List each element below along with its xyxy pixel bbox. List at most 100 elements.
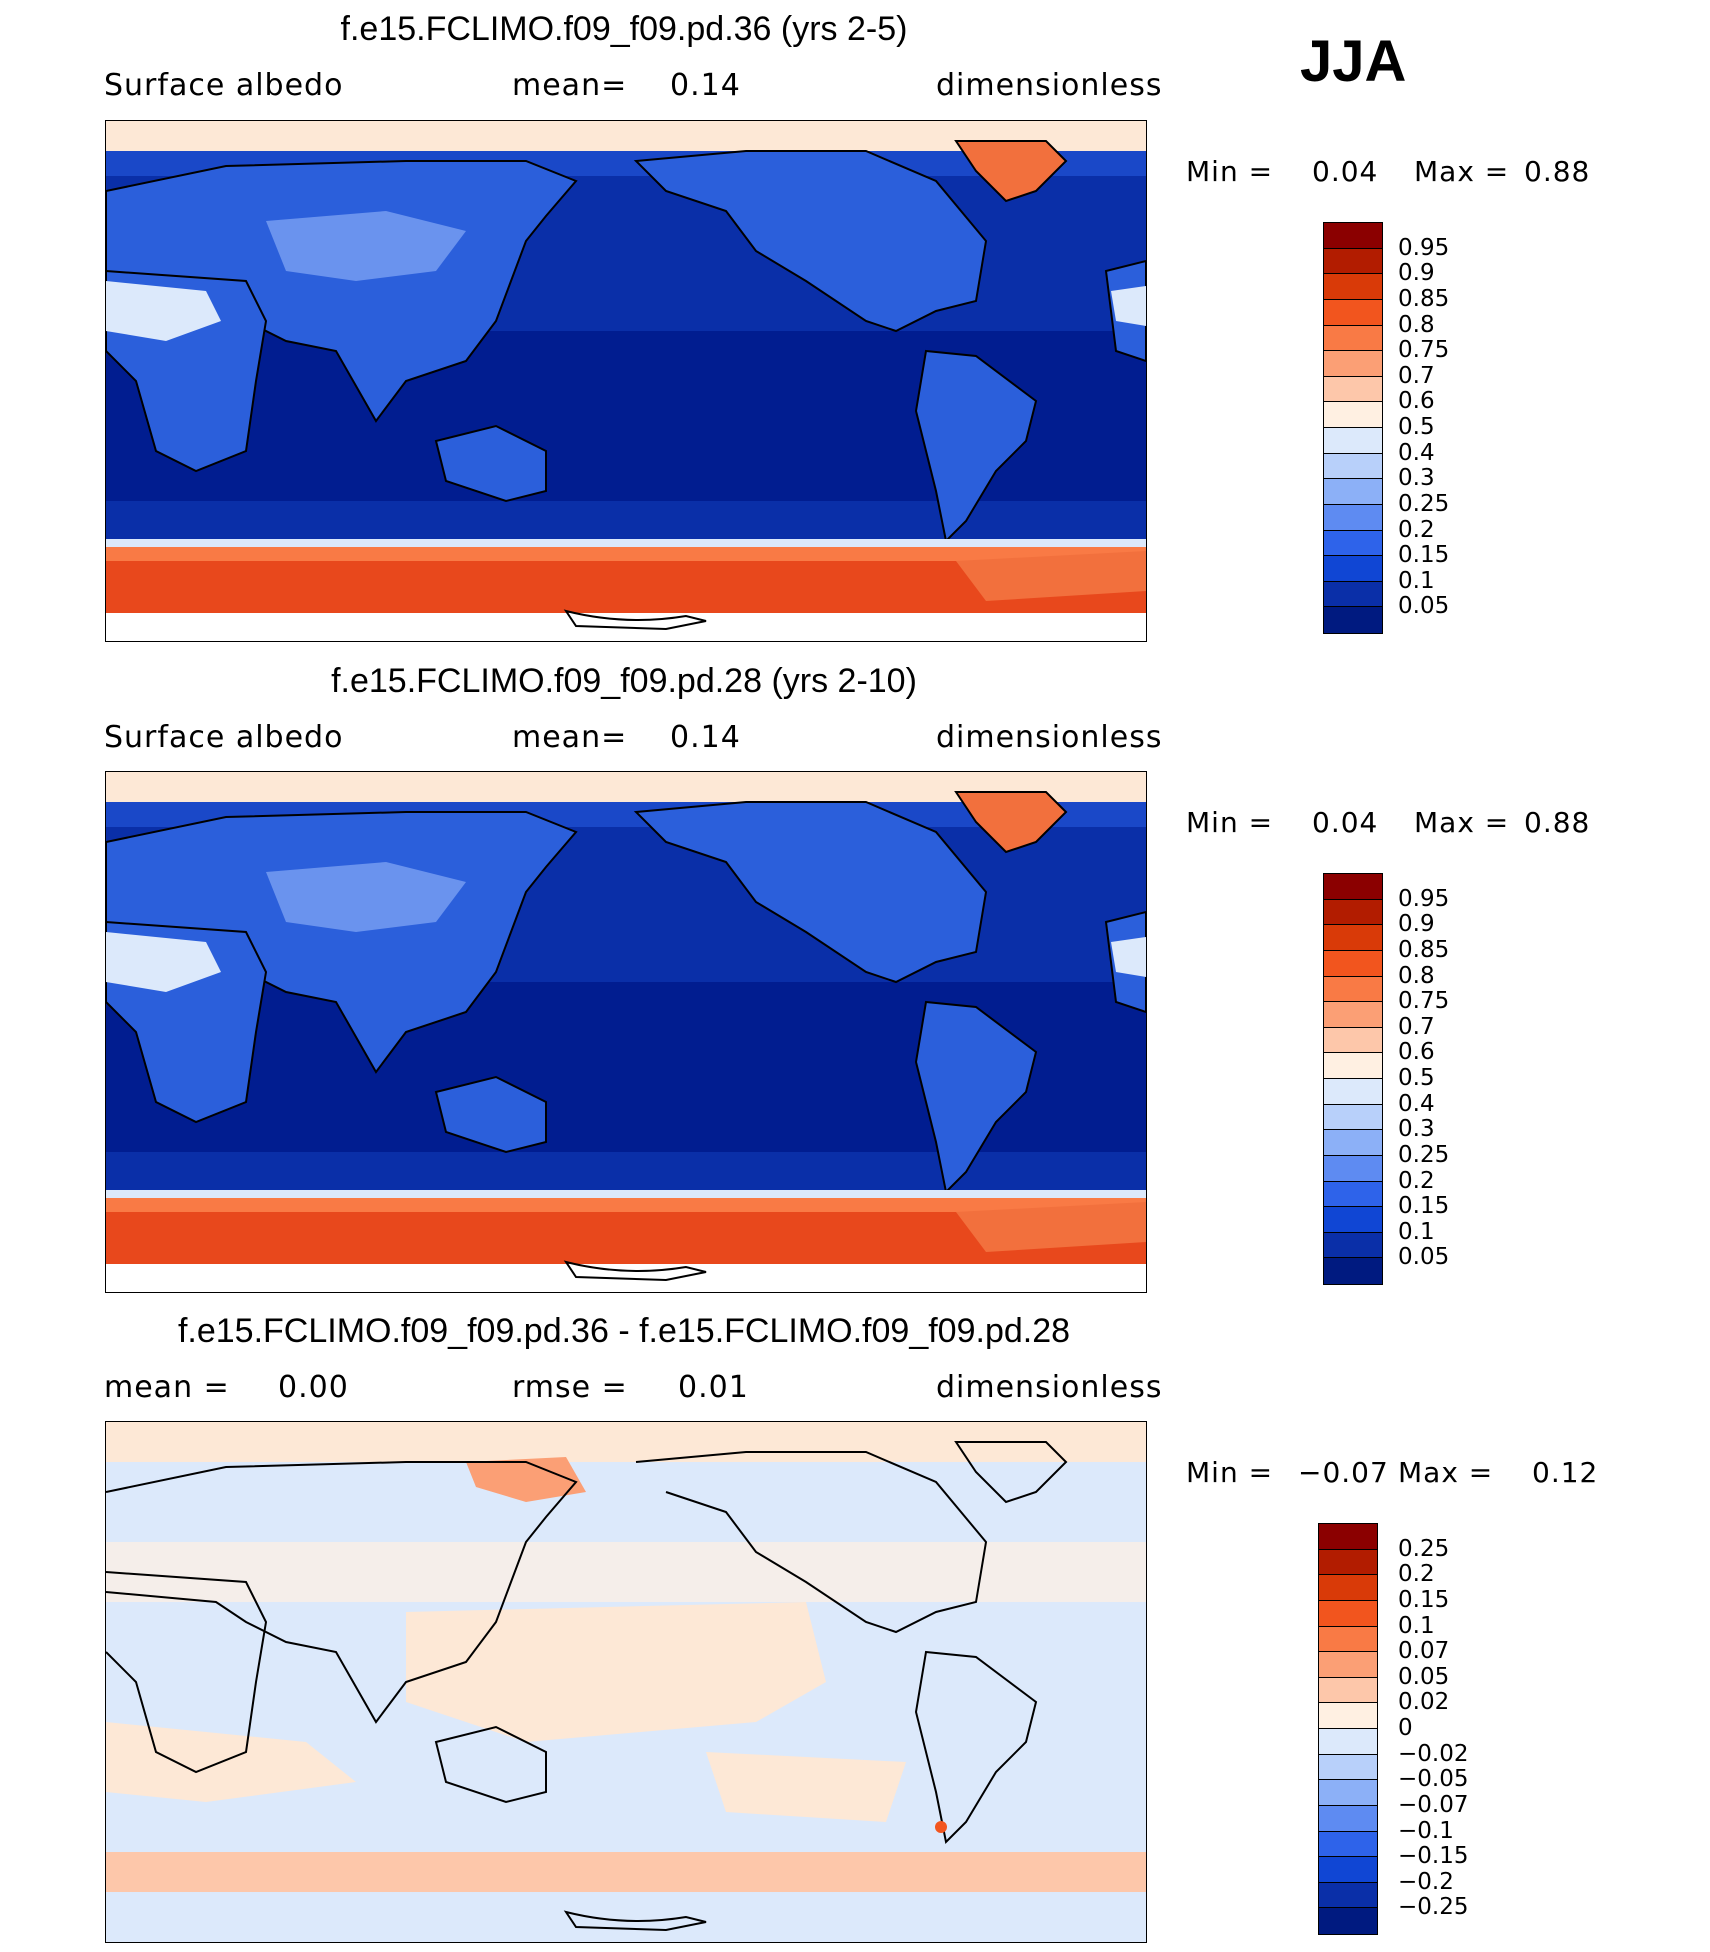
colorbar-segment (1324, 453, 1382, 480)
panel3-max-label: Max = (1398, 1456, 1494, 1489)
colorbar-tick-label: 0.9 (1398, 260, 1435, 287)
colorbar-tick-label: 0.7 (1398, 1013, 1435, 1040)
colorbar-segment (1319, 1882, 1377, 1909)
panel3-map (105, 1421, 1147, 1943)
panel1-min-value: 0.04 (1312, 155, 1379, 188)
colorbar-segment (1319, 1831, 1377, 1858)
colorbar-tick-label: 0.05 (1398, 593, 1450, 620)
colorbar-segment (1324, 325, 1382, 352)
panel2-variable-label: Surface albedo (104, 720, 344, 755)
colorbar-tick-label: −0.05 (1398, 1766, 1469, 1793)
colorbar-tick-label: 0.25 (1398, 1535, 1450, 1562)
colorbar-tick-label: 0 (1398, 1715, 1413, 1741)
panel2-mean-label: mean= (512, 720, 628, 755)
colorbar-tick-label: 0.1 (1398, 1612, 1435, 1639)
colorbar-tick-label: 0.85 (1398, 936, 1450, 963)
colorbar-segment (1324, 925, 1382, 951)
panel3-colorbar (1318, 1523, 1378, 1935)
colorbar-segment (1319, 1575, 1377, 1601)
colorbar-tick-label: 0.15 (1398, 542, 1450, 569)
colorbar-tick-label: −0.1 (1398, 1817, 1454, 1844)
panel3-min-value: −0.07 (1298, 1456, 1389, 1489)
colorbar-tick-label: 0.75 (1398, 337, 1450, 364)
colorbar-segment (1324, 274, 1382, 300)
colorbar-segment (1324, 581, 1382, 608)
colorbar-tick-label: 0.25 (1398, 490, 1450, 517)
colorbar-segment (1324, 479, 1382, 505)
panel3-min-label: Min = (1186, 1456, 1274, 1489)
colorbar-tick-label: 0.2 (1398, 1167, 1435, 1194)
colorbar-tick-label: 0.07 (1398, 1638, 1450, 1665)
colorbar-segment (1319, 1703, 1377, 1729)
panel2-title: f.e15.FCLIMO.f09_f09.pd.28 (yrs 2-10) (331, 662, 917, 700)
colorbar-segment (1324, 299, 1382, 326)
season-label: JJA (1300, 29, 1407, 94)
colorbar-segment (1319, 1549, 1377, 1576)
colorbar-tick-label: 0.6 (1398, 1039, 1435, 1066)
colorbar-tick-label: 0.85 (1398, 285, 1450, 312)
colorbar-tick-label: 0.6 (1398, 388, 1435, 415)
colorbar-segment (1324, 530, 1382, 557)
colorbar-segment (1324, 950, 1382, 977)
colorbar-tick-label: 0.95 (1398, 234, 1450, 261)
colorbar-segment (1319, 1857, 1377, 1883)
panel1-mean-label: mean= (512, 68, 628, 103)
colorbar-tick-label: 0.2 (1398, 1561, 1435, 1588)
colorbar-tick-label: −0.07 (1398, 1791, 1469, 1818)
panel2-colorbar (1323, 873, 1383, 1285)
colorbar-segment (1319, 1729, 1377, 1755)
panel3-mean-label: mean = (104, 1370, 230, 1405)
panel3-rmse-value: 0.01 (678, 1370, 749, 1405)
colorbar-tick-label: 0.8 (1398, 311, 1435, 338)
colorbar-tick-label: 0.4 (1398, 1090, 1435, 1117)
colorbar-tick-label: 0.15 (1398, 1193, 1450, 1220)
colorbar-segment (1324, 556, 1382, 582)
colorbar-tick-label: 0.05 (1398, 1663, 1450, 1690)
colorbar-segment (1324, 1104, 1382, 1131)
panel1-title: f.e15.FCLIMO.f09_f09.pd.36 (yrs 2-5) (340, 10, 908, 48)
panel2-units-label: dimensionless (936, 720, 1163, 755)
colorbar-segment (1324, 428, 1382, 454)
colorbar-tick-label: 0.25 (1398, 1141, 1450, 1168)
colorbar-tick-label: −0.2 (1398, 1868, 1454, 1895)
colorbar-segment (1324, 504, 1382, 531)
colorbar-segment (1319, 1805, 1377, 1832)
colorbar-segment (1324, 1258, 1382, 1284)
colorbar-segment (1319, 1780, 1377, 1806)
colorbar-segment (1324, 376, 1382, 403)
colorbar-tick-label: 0.75 (1398, 988, 1450, 1015)
panel2-max-label: Max = (1414, 806, 1510, 839)
colorbar-tick-label: 0.3 (1398, 465, 1435, 492)
colorbar-segment (1324, 1027, 1382, 1054)
panel3-title: f.e15.FCLIMO.f09_f09.pd.36 - f.e15.FCLIM… (177, 1312, 1071, 1350)
colorbar-tick-label: 0.2 (1398, 516, 1435, 543)
panel1-variable-label: Surface albedo (104, 68, 344, 103)
colorbar-segment (1324, 1079, 1382, 1105)
panel3-rmse-label: rmse = (512, 1370, 628, 1405)
panel3-max-value: 0.12 (1532, 1456, 1599, 1489)
colorbar-segment (1319, 1626, 1377, 1653)
colorbar-segment (1319, 1524, 1377, 1550)
panel1-colorbar (1323, 222, 1383, 634)
colorbar-segment (1324, 976, 1382, 1003)
colorbar-segment (1324, 1130, 1382, 1156)
colorbar-segment (1319, 1652, 1377, 1678)
panel1-max-label: Max = (1414, 155, 1510, 188)
colorbar-segment (1324, 1232, 1382, 1259)
colorbar-tick-label: 0.5 (1398, 1065, 1435, 1091)
colorbar-segment (1324, 1155, 1382, 1182)
colorbar-segment (1324, 402, 1382, 428)
panel2-max-value: 0.88 (1524, 806, 1591, 839)
colorbar-tick-label: 0.1 (1398, 1218, 1435, 1245)
panel1-mean-value: 0.14 (670, 68, 741, 103)
colorbar-segment (1324, 223, 1382, 249)
colorbar-tick-label: 0.3 (1398, 1116, 1435, 1143)
colorbar-tick-label: 0.9 (1398, 911, 1435, 938)
panel2-map (105, 771, 1147, 1293)
colorbar-segment (1324, 351, 1382, 377)
colorbar-segment (1324, 607, 1382, 633)
colorbar-segment (1324, 874, 1382, 900)
colorbar-tick-label: 0.4 (1398, 439, 1435, 466)
colorbar-segment (1319, 1600, 1377, 1627)
colorbar-segment (1324, 1181, 1382, 1208)
